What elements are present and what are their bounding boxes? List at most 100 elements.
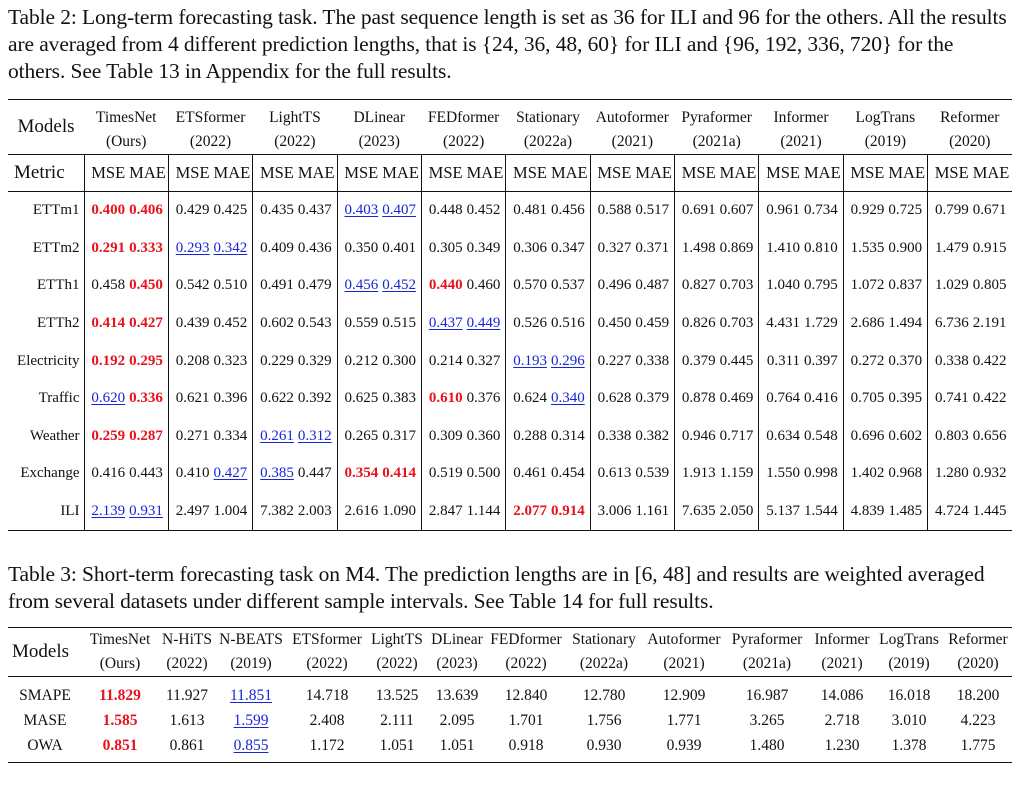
mae-cell: 0.296 [548,342,590,380]
metric-name: OWA [27,736,63,754]
mse-cell: 0.613 [589,455,633,493]
metric-value: 0.588 [597,202,632,219]
metric-cell: 1.701 [488,708,564,733]
metric-value: 0.436 [297,239,332,256]
mse-cell: 0.305 [420,229,464,268]
metric-value: 0.338 [635,352,670,369]
metric-value: 0.271 [175,427,210,444]
metric-value: 18.200 [956,686,1000,704]
mse-cell: 0.409 [252,229,295,268]
metric-value: 0.379 [681,352,716,369]
metric-value: 1.599 [233,711,269,729]
metric-value: 1.159 [719,465,754,482]
model-name: TimesNet [89,631,151,648]
model-name: Reformer [940,109,1000,126]
metric-value: 0.379 [635,390,670,407]
metric-value: 1.775 [960,736,996,754]
mse-cell: 0.193 [505,342,548,380]
metric-value: 0.435 [260,202,294,219]
metric-value: 0.496 [597,277,632,294]
mse-cell: 2.077 [505,492,548,531]
dataset-name: Weather [29,427,80,444]
metric-value: 0.458 [91,277,126,294]
mae-cell: 0.422 [970,342,1012,380]
mse-cell: 0.338 [927,342,970,380]
model-name: Stationary [572,631,636,648]
mse-cell: 0.259 [83,417,127,456]
metric-value: 0.452 [382,277,416,294]
metric-value: 0.628 [597,390,632,407]
metric-cell: 0.939 [644,733,724,763]
metric-value: 2.686 [850,315,885,332]
metric-value: 12.840 [504,686,548,704]
metric-cell: 12.840 [488,677,564,709]
metric-value: 0.323 [213,352,248,369]
mse-header: MSE [420,154,464,192]
metric-value: 0.338 [934,352,969,369]
metric-value: 0.192 [91,352,126,369]
metric-value: 0.602 [260,315,294,332]
metric-value: 0.306 [513,239,547,256]
mae-cell: 0.900 [885,230,927,268]
metric-value: 0.516 [550,315,585,332]
mae-cell: 0.452 [211,305,253,343]
metric-value: 0.625 [344,390,379,407]
mse-cell: 0.309 [420,417,464,456]
metric-value: 0.340 [550,390,585,407]
metric-value: 0.799 [934,202,969,219]
mae-cell: 0.407 [379,192,421,230]
metric-value: 2.111 [380,711,414,729]
metric-value: 1.144 [466,503,501,520]
mae-cell: 0.805 [970,267,1012,305]
metric-cell: 11.927 [158,677,216,709]
metric-value: 2.077 [513,503,547,520]
metric-value: 0.559 [344,315,379,332]
mse-cell: 1.550 [758,455,802,493]
metric-cell: 4.223 [944,708,1012,733]
model-name: LogTrans [879,631,939,648]
mae-cell: 0.314 [548,418,590,456]
metric-value: 0.805 [972,277,1007,294]
mse-cell: 3.006 [589,492,633,531]
mse-cell: 0.461 [505,455,548,493]
mae-cell: 0.406 [126,192,168,230]
metric-cell: 1.051 [426,733,488,763]
metric-value: 0.469 [719,390,754,407]
mse-cell: 0.741 [927,379,970,418]
metric-value: 0.449 [466,315,501,332]
metric-value: 0.383 [382,390,416,407]
table-row: OWA 0.851 0.861 0.855 1.172 1.051 1.051 0.918 0.… [8,733,1012,763]
metric-value: 7.635 [681,503,716,520]
model-year: (Ours) [105,133,147,150]
metric-cell: 1.378 [874,733,944,763]
model-name: TimesNet [95,109,157,126]
mae-header: MAE [801,154,844,192]
metric-value: 0.930 [586,736,622,754]
model-name: LightTS [371,631,423,648]
metric-value: 12.909 [662,686,706,704]
model-name: DLinear [431,631,483,648]
metric-value: 6.736 [934,315,969,332]
model-name: Informer [773,109,829,126]
mse-cell: 0.354 [336,455,380,493]
metric-value: 3.265 [749,711,785,729]
mse-header: MSE [336,154,380,192]
metric-value: 0.741 [934,390,969,407]
mse-cell: 0.439 [167,304,211,343]
table-row: ETTh1 0.458 0.450 0.542 0.510 0.491 0.479 0.456… [8,267,1012,305]
metric-value: 5.137 [766,503,801,520]
model-year: (2021) [644,652,724,677]
metric-cell: 16.018 [874,677,944,709]
mae-cell: 0.450 [126,267,168,305]
table2-metric-row: Metric MSE MAE MSE MAE MSE MAE MSE MAE MSE MAE MSE M… [8,154,1012,192]
mae-cell: 0.370 [885,342,927,380]
mae-cell: 0.312 [295,418,337,456]
mse-cell: 0.429 [167,191,211,230]
metric-value: 0.932 [972,465,1007,482]
metric-value: 0.354 [344,465,379,482]
model-year: (2022) [442,133,485,150]
metric-cell: 3.010 [874,708,944,733]
metric-value: 0.312 [297,427,332,444]
mse-cell: 1.402 [842,455,886,493]
mse-cell: 0.696 [842,417,886,456]
